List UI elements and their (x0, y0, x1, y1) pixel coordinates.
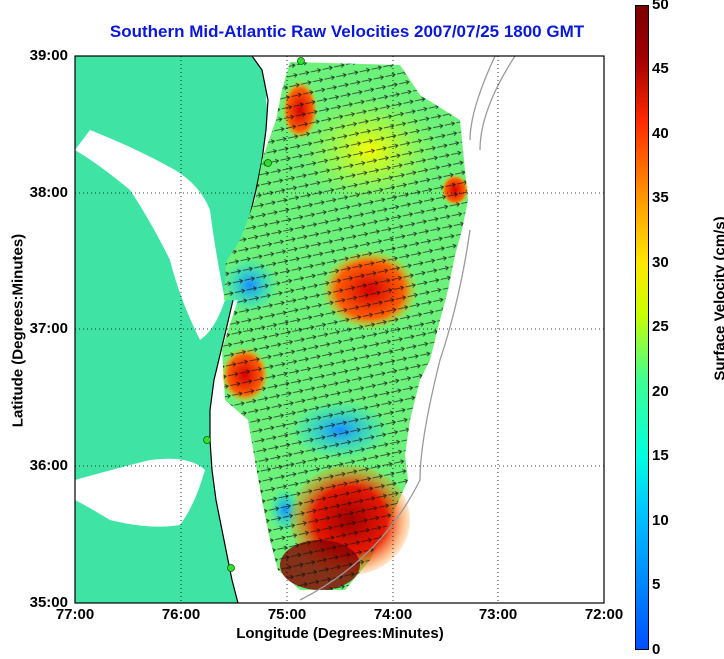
x-axis-label: Longitude (Degrees:Minutes) (236, 625, 444, 642)
colorbar-tick: 45 (652, 60, 669, 77)
y-tick-label: 36:00 (29, 457, 68, 474)
y-tick-label: 37:00 (29, 320, 68, 337)
x-tick-label: 73:00 (478, 606, 518, 623)
colorbar-tick: 25 (652, 318, 669, 335)
colorbar-tick: 0 (652, 641, 661, 658)
bay-water (75, 130, 225, 340)
colorbar-tick: 15 (652, 447, 669, 464)
x-tick-label: 75:00 (267, 606, 307, 623)
x-tick-label: 76:00 (161, 606, 201, 623)
colorbar-tick: 20 (652, 383, 669, 400)
x-tick-label: 72:00 (584, 606, 624, 623)
colorbar-tick: 40 (652, 125, 669, 142)
y-tick-label: 38:00 (29, 184, 68, 201)
y-tick-label: 39:00 (29, 47, 68, 64)
colorbar-tick: 30 (652, 254, 669, 271)
y-tick-label: 35:00 (29, 594, 68, 611)
x-tick-label: 74:00 (373, 606, 413, 623)
colorbar-tick: 50 (652, 0, 669, 13)
y-axis-label: Latitude (Degrees:Minutes) (9, 233, 27, 428)
x-tick-label: 77:00 (55, 606, 95, 623)
chart-title: Southern Mid-Atlantic Raw Velocities 200… (109, 22, 585, 41)
colorbar-tick: 10 (652, 512, 669, 529)
colorbar-tick: 35 (652, 189, 669, 206)
colorbar-label: Surface Velocity (cm/s) (711, 216, 724, 381)
colorbar (635, 5, 649, 650)
colorbar-tick: 5 (652, 576, 661, 593)
